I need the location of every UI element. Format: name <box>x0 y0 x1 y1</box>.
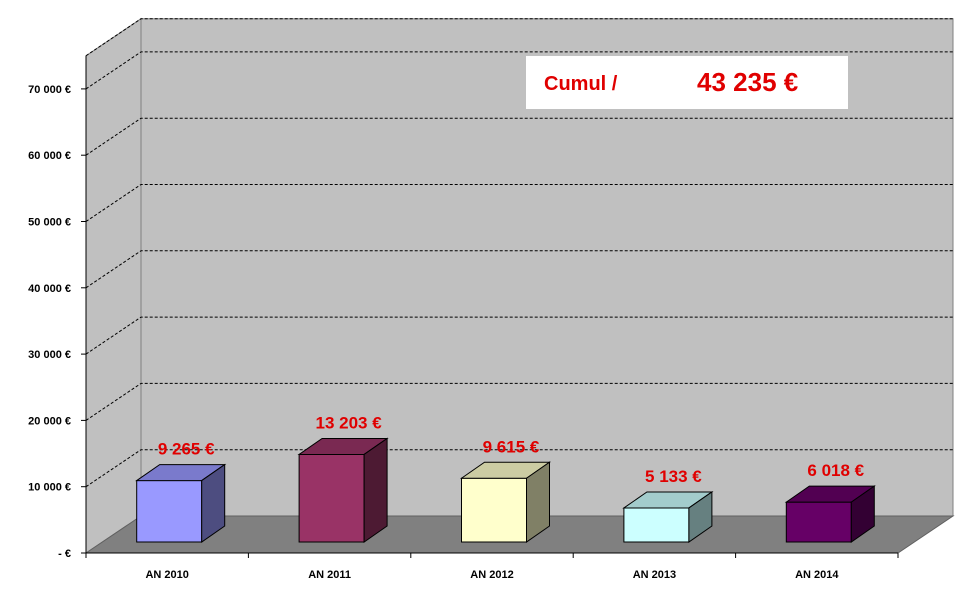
bar <box>459 461 552 543</box>
gridline <box>85 382 953 421</box>
bar-front <box>785 501 852 543</box>
data-labels: 9 265 € 13 203 € 9 615 € 5 133 € 6 018 € <box>158 413 865 486</box>
bars <box>135 437 876 543</box>
bar-side <box>850 485 875 543</box>
x-tick-label: AN 2011 <box>308 569 351 581</box>
bar-side <box>526 461 550 543</box>
y-tick-label: 40 000 € <box>28 283 71 295</box>
bar-side <box>201 463 226 543</box>
gridline <box>85 184 953 222</box>
cumul-box <box>526 56 848 109</box>
bar-side <box>688 491 713 543</box>
x-tick-label: AN 2010 <box>145 569 188 581</box>
x-tick-label: AN 2014 <box>795 569 839 581</box>
y-tick-label: 50 000 € <box>28 217 71 229</box>
cumul-value: 43 235 € <box>697 67 798 97</box>
bar-front <box>298 453 365 543</box>
bar-front <box>623 507 690 543</box>
gridlines <box>85 18 953 488</box>
y-tick-label: 60 000 € <box>28 150 71 162</box>
y-tick-label: 30 000 € <box>28 349 71 361</box>
gridline <box>85 51 953 90</box>
gridline <box>85 250 953 289</box>
gridline <box>85 449 953 488</box>
y-axis: - € 10 000 € 20 000 € 30 000 € 40 000 € 50 00… <box>28 55 87 560</box>
cumul-label: Cumul / <box>544 73 618 95</box>
bar-front <box>136 480 203 543</box>
data-label: 9 615 € <box>483 437 540 456</box>
y-tick-label: 70 000 € <box>28 84 71 96</box>
bar <box>784 485 876 543</box>
bar <box>297 437 389 543</box>
gridline <box>85 316 953 355</box>
bar <box>135 463 227 543</box>
cumul-annotation: Cumul / 43 235 € <box>526 56 848 109</box>
data-label: 6 018 € <box>807 461 864 480</box>
bar-front <box>461 477 527 543</box>
data-label: 9 265 € <box>158 440 215 459</box>
gridline <box>85 117 953 156</box>
bar-side <box>363 437 388 543</box>
x-tick-label: AN 2013 <box>633 569 676 581</box>
y-tick-label: 10 000 € <box>28 482 71 494</box>
y-tick-label: 20 000 € <box>28 415 71 427</box>
bar <box>622 491 714 543</box>
x-axis: AN 2010 AN 2011 AN 2012 AN 2013 AN 2014 <box>85 552 899 581</box>
gridline <box>85 18 953 57</box>
data-label: 5 133 € <box>645 467 702 486</box>
y-tick-label: - € <box>58 548 71 560</box>
x-tick-label: AN 2012 <box>470 569 513 581</box>
side-wall <box>85 17 142 554</box>
data-label: 13 203 € <box>316 413 383 432</box>
